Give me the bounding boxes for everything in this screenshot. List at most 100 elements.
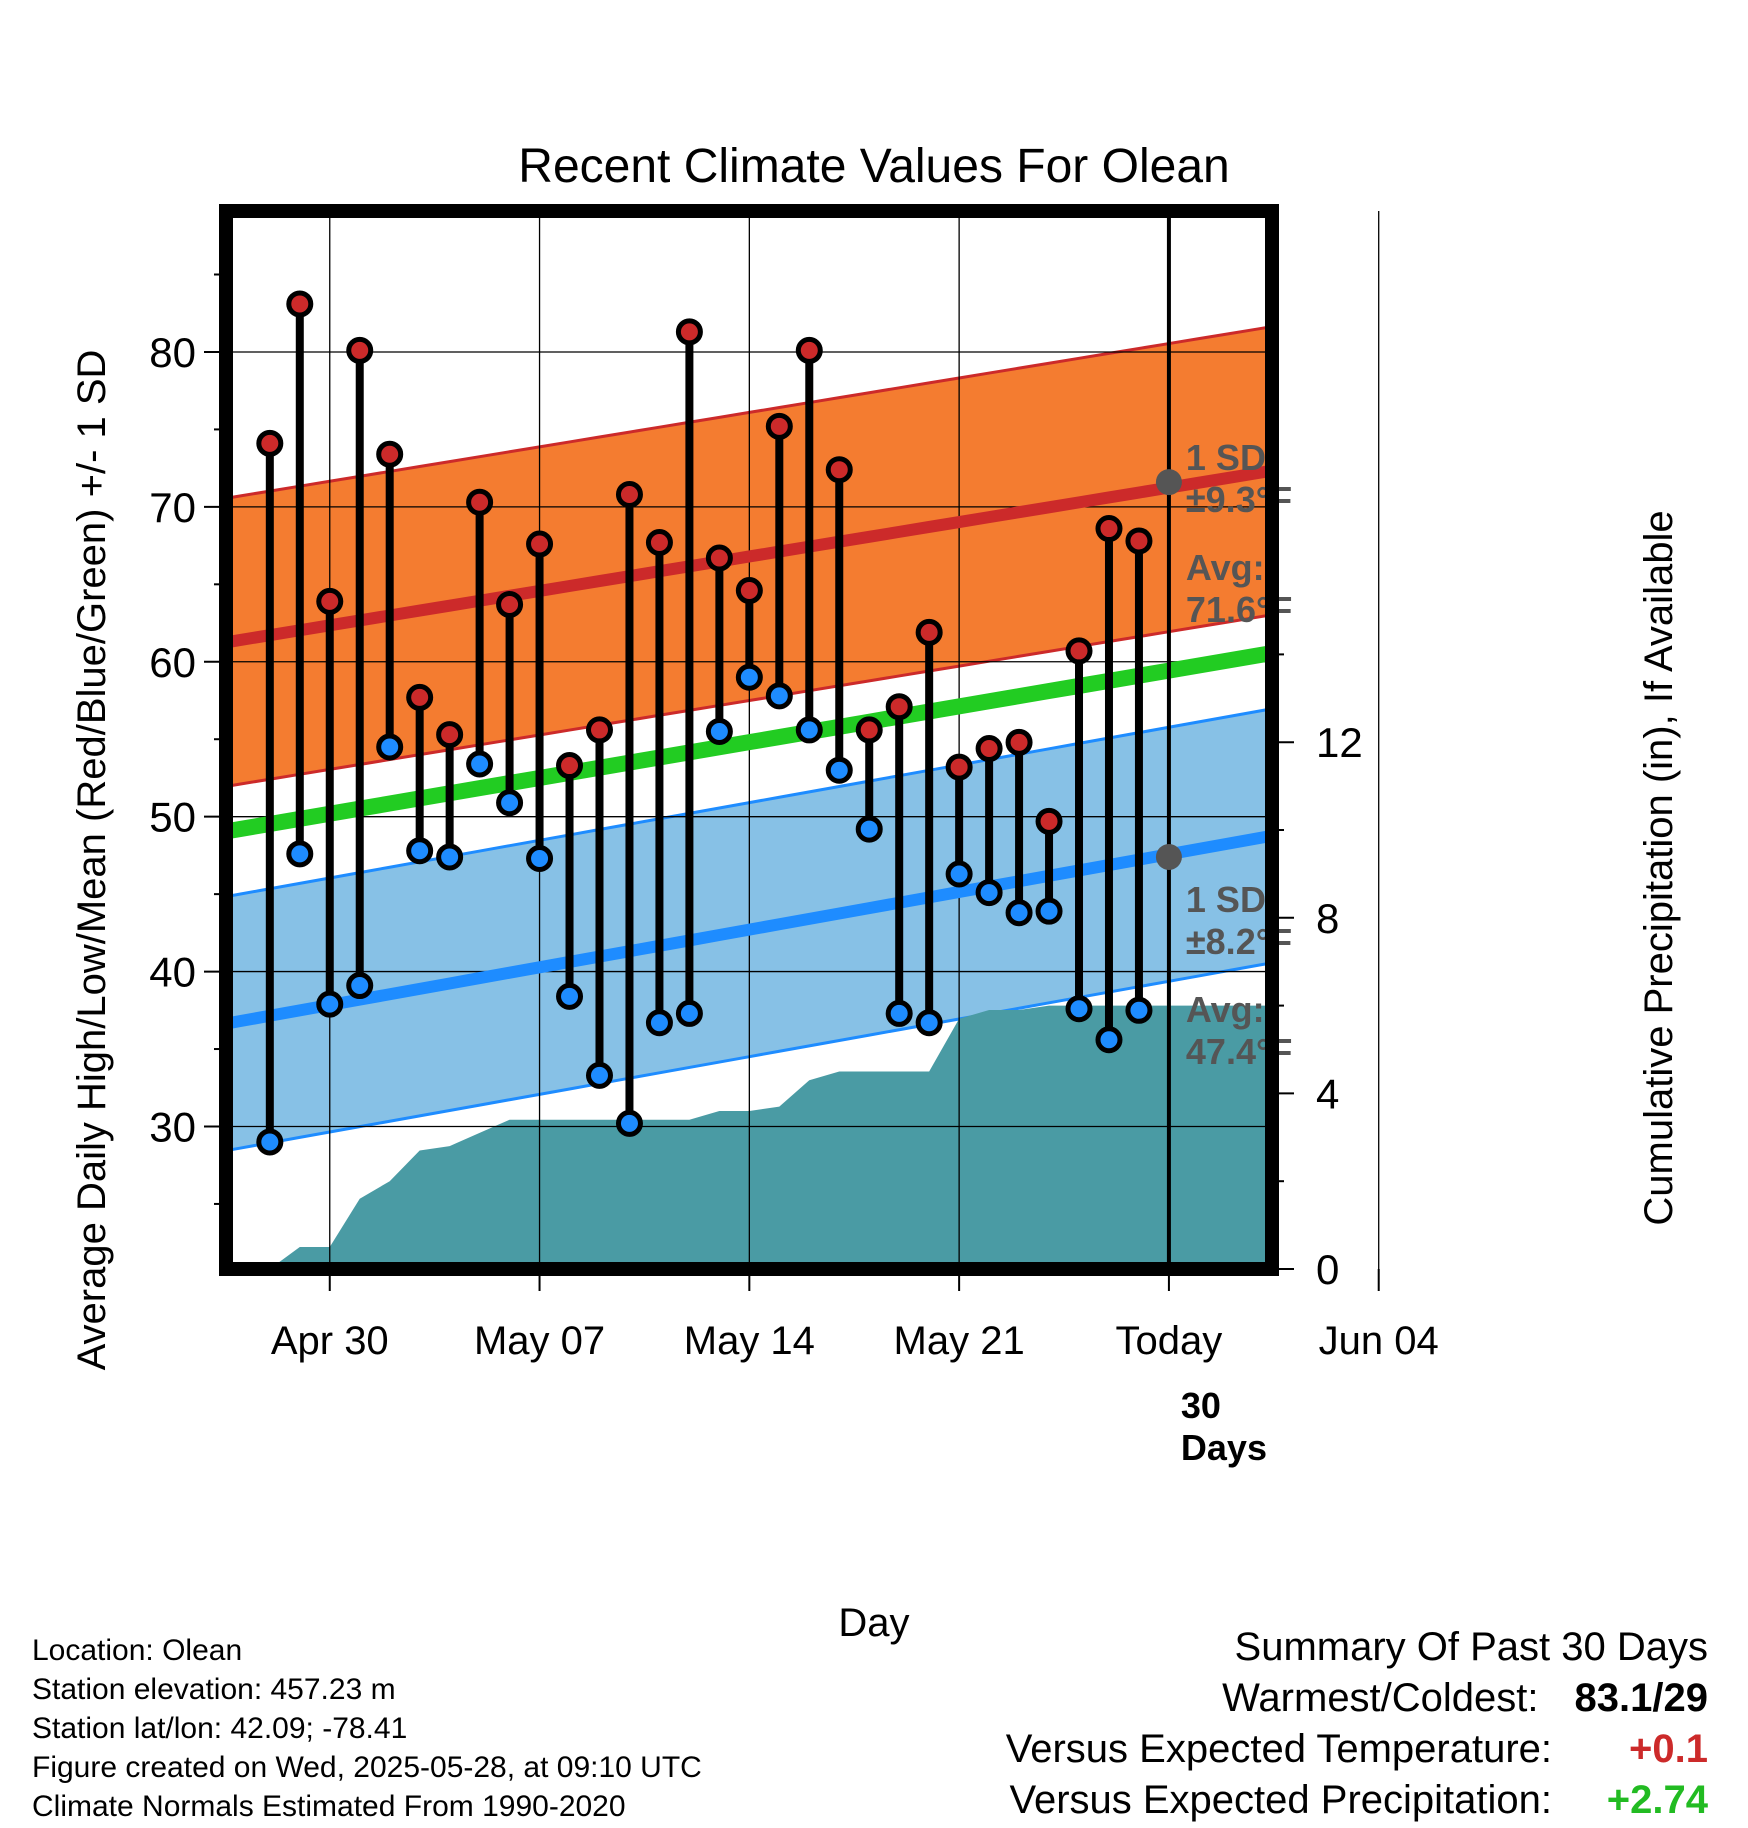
low-temp-point <box>556 982 584 1010</box>
high-temp-point <box>1035 807 1063 835</box>
low-temp-point <box>376 733 404 761</box>
x-tick-label: May 21 <box>894 1319 1025 1363</box>
low-temp-point <box>735 663 763 691</box>
low-temp-point <box>346 972 374 1000</box>
x-tick-label: May 07 <box>474 1319 605 1363</box>
y-tick-label: 60 <box>149 639 196 686</box>
summary-warm-cold: Warmest/Coldest: 83.1/29 <box>1006 1673 1708 1724</box>
elevation-text: Station elevation: 457.23 m <box>32 1673 396 1706</box>
low-temp-point <box>436 843 464 871</box>
high-sd-label: 1 SD: <box>1186 437 1278 478</box>
high-avg-marker <box>1155 469 1182 496</box>
y2-tick-label: 12 <box>1316 719 1363 766</box>
high-temp-point <box>855 716 883 744</box>
low-sd-label: 1 SD: <box>1186 879 1278 920</box>
low-temp-point <box>855 815 883 843</box>
low-avg-line <box>226 829 1272 1030</box>
location-text: Location: Olean <box>32 1634 243 1667</box>
summary-precip: Versus Expected Precipitation: +2.74 <box>1006 1775 1708 1826</box>
high-temp-point <box>825 456 853 484</box>
created-text: Figure created on Wed, 2025-05-28, at 09… <box>32 1751 702 1784</box>
y2-tick-label: 4 <box>1316 1070 1339 1117</box>
high-temp-point <box>1005 728 1033 756</box>
latlon-text: Station lat/lon: 42.09; -78.41 <box>32 1712 408 1745</box>
low-temp-point <box>526 845 554 873</box>
high-temp-point <box>735 577 763 605</box>
y2-axis-label: Cumulative Precipitation (in), If Availa… <box>1637 510 1681 1225</box>
temp-value: +0.1 <box>1629 1727 1708 1771</box>
high-temp-point <box>526 530 554 558</box>
high-avg-label: Avg: <box>1186 547 1265 588</box>
low-temp-point <box>1095 1026 1123 1054</box>
low-temp-point <box>765 682 793 710</box>
y-tick-label: 40 <box>149 949 196 996</box>
warm-cold-label: Warmest/Coldest: <box>1222 1676 1539 1720</box>
window-label-unit: Days <box>1181 1427 1267 1468</box>
low-temp-point <box>466 750 494 778</box>
high-temp-point <box>466 488 494 516</box>
y2-tick-label: 8 <box>1316 895 1339 942</box>
high-temp-point <box>346 336 374 364</box>
high-temp-point <box>316 587 344 615</box>
low-temp-point <box>915 1009 943 1037</box>
y-tick-label: 70 <box>149 484 196 531</box>
high-temp-point <box>885 693 913 721</box>
low-temp-point <box>825 756 853 784</box>
x-tick-label: Apr 30 <box>271 1319 389 1363</box>
low-temp-point <box>585 1061 613 1089</box>
normals-text: Climate Normals Estimated From 1990-2020 <box>32 1790 626 1823</box>
high-temp-point <box>286 290 314 318</box>
high-temp-point <box>406 683 434 711</box>
low-temp-point <box>645 1009 673 1037</box>
x-tick-label: Today <box>1116 1319 1223 1363</box>
low-temp-point <box>705 717 733 745</box>
low-temp-point <box>406 837 434 865</box>
low-temp-point <box>795 716 823 744</box>
high-temp-point <box>1065 637 1093 665</box>
precip-label: Versus Expected Precipitation: <box>1009 1778 1552 1822</box>
summary-panel: Summary Of Past 30 Days Warmest/Coldest:… <box>1006 1621 1708 1826</box>
high-temp-point <box>436 721 464 749</box>
warm-cold-value: 83.1/29 <box>1574 1676 1708 1720</box>
high-temp-point <box>675 318 703 346</box>
low-temp-point <box>286 840 314 868</box>
low-temp-point <box>316 990 344 1018</box>
low-avg-marker <box>1155 843 1182 870</box>
high-temp-point <box>496 590 524 618</box>
high-temp-point <box>585 716 613 744</box>
low-temp-point <box>1035 897 1063 925</box>
temp-label: Versus Expected Temperature: <box>1005 1727 1552 1771</box>
low-temp-point <box>1065 995 1093 1023</box>
high-temp-point <box>615 480 643 508</box>
window-label-number: 30 <box>1181 1385 1221 1426</box>
high-temp-point <box>705 544 733 572</box>
station-info: Location: Olean Station elevation: 457.2… <box>32 1631 702 1826</box>
high-temp-point <box>645 528 673 556</box>
low-temp-point <box>945 860 973 888</box>
low-avg-label: Avg: <box>1186 989 1265 1030</box>
low-temp-point <box>675 999 703 1027</box>
y2-tick-label: 0 <box>1316 1246 1339 1293</box>
chart-title: Recent Climate Values For Olean <box>518 140 1229 193</box>
high-temp-point <box>1125 527 1153 555</box>
precip-area <box>269 1005 1272 1269</box>
high-temp-point <box>256 429 284 457</box>
low-temp-point <box>256 1128 284 1156</box>
summary-temp: Versus Expected Temperature: +0.1 <box>1006 1724 1708 1775</box>
x-tick-label: May 14 <box>684 1319 815 1363</box>
x-tick-label: Jun 04 <box>1319 1319 1439 1363</box>
low-temp-point <box>615 1109 643 1137</box>
high-temp-point <box>556 752 584 780</box>
low-temp-point <box>496 789 524 817</box>
low-band-lower-edge <box>226 961 1272 1153</box>
high-temp-point <box>945 753 973 781</box>
high-temp-point <box>795 336 823 364</box>
y-tick-label: 30 <box>149 1103 196 1150</box>
low-temp-point <box>975 879 1003 907</box>
high-temp-point <box>1095 515 1123 543</box>
high-band-upper-edge <box>226 325 1272 500</box>
y-tick-label: 80 <box>149 329 196 376</box>
y-axis-label: Average Daily High/Low/Mean (Red/Blue/Gr… <box>70 350 114 1371</box>
high-temp-point <box>765 412 793 440</box>
